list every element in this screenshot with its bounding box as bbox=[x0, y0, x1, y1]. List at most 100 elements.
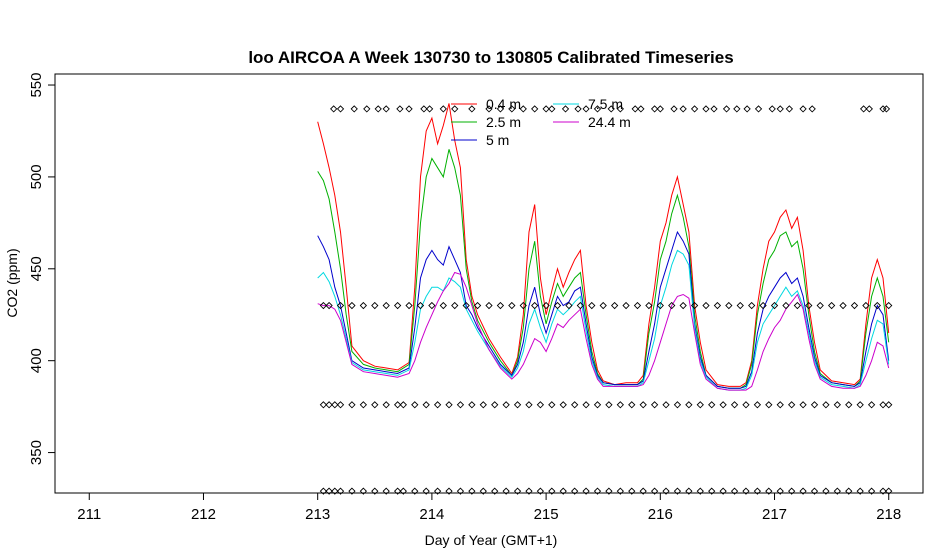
marker-point bbox=[730, 487, 739, 495]
marker-point bbox=[605, 401, 613, 409]
marker-point bbox=[690, 105, 699, 113]
marker-point bbox=[879, 401, 887, 409]
marker-point bbox=[393, 401, 402, 409]
marker-point bbox=[719, 487, 727, 495]
marker-point bbox=[805, 301, 813, 310]
marker-point bbox=[776, 401, 784, 409]
marker-point bbox=[319, 487, 328, 495]
x-tick-label: 211 bbox=[77, 506, 101, 523]
marker-point bbox=[542, 301, 550, 310]
y-axis-label: CO2 (ppm) bbox=[4, 248, 20, 317]
marker-point bbox=[462, 301, 470, 310]
legend-label: 2.5 m bbox=[486, 114, 521, 130]
y-tick-label: 450 bbox=[28, 256, 45, 281]
marker-point bbox=[559, 401, 567, 409]
marker-point bbox=[542, 105, 550, 113]
marker-point bbox=[696, 401, 704, 409]
legend: 0.4 m 2.5 m 5 m 7.5 m 24.4 m bbox=[451, 96, 631, 148]
marker-point bbox=[331, 487, 339, 495]
marker-point bbox=[559, 487, 567, 495]
marker-point bbox=[350, 105, 358, 113]
marker-point bbox=[582, 401, 590, 409]
marker-point bbox=[548, 487, 556, 495]
marker-point bbox=[433, 487, 442, 495]
marker-point bbox=[468, 105, 476, 113]
marker-point bbox=[673, 487, 682, 495]
marker-point bbox=[574, 105, 582, 113]
marker-point bbox=[628, 401, 636, 409]
marker-point bbox=[485, 105, 493, 113]
y-tick-label: 500 bbox=[28, 164, 45, 189]
marker-point bbox=[519, 301, 527, 310]
marker-point bbox=[508, 105, 516, 113]
marker-point bbox=[416, 301, 425, 310]
legend-label: 5 m bbox=[486, 132, 509, 148]
marker-point bbox=[622, 301, 630, 310]
marker-point bbox=[639, 401, 647, 409]
marker-point bbox=[776, 105, 784, 113]
marker-point bbox=[793, 301, 802, 310]
marker-point bbox=[565, 301, 573, 310]
marker-point bbox=[702, 105, 710, 113]
chart-title: loo AIRCOA A Week 130730 to 130805 Calib… bbox=[248, 48, 733, 67]
marker-point bbox=[810, 487, 819, 495]
marker-point bbox=[393, 301, 402, 310]
marker-point bbox=[485, 301, 493, 310]
marker-point bbox=[879, 487, 887, 495]
marker-point bbox=[754, 105, 763, 113]
marker-point bbox=[850, 301, 859, 310]
marker-point bbox=[348, 301, 356, 310]
marker-point bbox=[833, 487, 841, 495]
marker-point bbox=[822, 401, 830, 409]
series-line-24-4-m bbox=[317, 271, 890, 391]
marker-point bbox=[816, 301, 824, 310]
marker-point bbox=[722, 105, 731, 113]
marker-point bbox=[508, 301, 516, 310]
marker-point bbox=[336, 105, 345, 113]
marker-point bbox=[845, 401, 853, 409]
marker-point bbox=[319, 301, 328, 310]
marker-point bbox=[822, 487, 830, 495]
marker-point bbox=[685, 487, 693, 495]
series-line-0-4-m bbox=[317, 103, 890, 387]
marker-point bbox=[553, 301, 562, 310]
marker-point bbox=[571, 487, 579, 495]
marker-point bbox=[650, 401, 659, 409]
marker-point bbox=[439, 301, 447, 310]
marker-point bbox=[748, 301, 756, 310]
marker-point bbox=[319, 401, 328, 409]
marker-point bbox=[336, 487, 345, 495]
marker-point bbox=[782, 301, 790, 310]
marker-point bbox=[650, 105, 659, 113]
marker-point bbox=[593, 487, 602, 495]
marker-point bbox=[445, 487, 453, 495]
marker-point bbox=[631, 105, 639, 113]
marker-point bbox=[382, 401, 390, 409]
marker-point bbox=[713, 301, 722, 310]
marker-point bbox=[363, 105, 371, 113]
marker-point bbox=[473, 301, 482, 310]
marker-point bbox=[359, 301, 368, 310]
marker-point bbox=[336, 301, 345, 310]
legend-label: 24.4 m bbox=[588, 114, 631, 130]
marker-point bbox=[670, 105, 678, 113]
marker-point bbox=[348, 487, 356, 495]
marker-point bbox=[656, 301, 664, 310]
marker-point bbox=[885, 401, 893, 409]
marker-point bbox=[548, 401, 556, 409]
marker-point bbox=[668, 301, 676, 310]
marker-point bbox=[856, 487, 864, 495]
marker-point bbox=[708, 487, 716, 495]
marker-point bbox=[867, 401, 876, 409]
marker-point bbox=[673, 401, 682, 409]
marker-point bbox=[633, 301, 642, 310]
y-tick-label: 550 bbox=[28, 73, 45, 98]
marker-point bbox=[371, 401, 379, 409]
y-tick-label: 350 bbox=[28, 440, 45, 465]
x-tick-label: 218 bbox=[876, 506, 901, 523]
marker-point bbox=[808, 105, 816, 113]
marker-point bbox=[610, 301, 619, 310]
marker-point bbox=[645, 301, 653, 310]
marker-point bbox=[788, 487, 796, 495]
